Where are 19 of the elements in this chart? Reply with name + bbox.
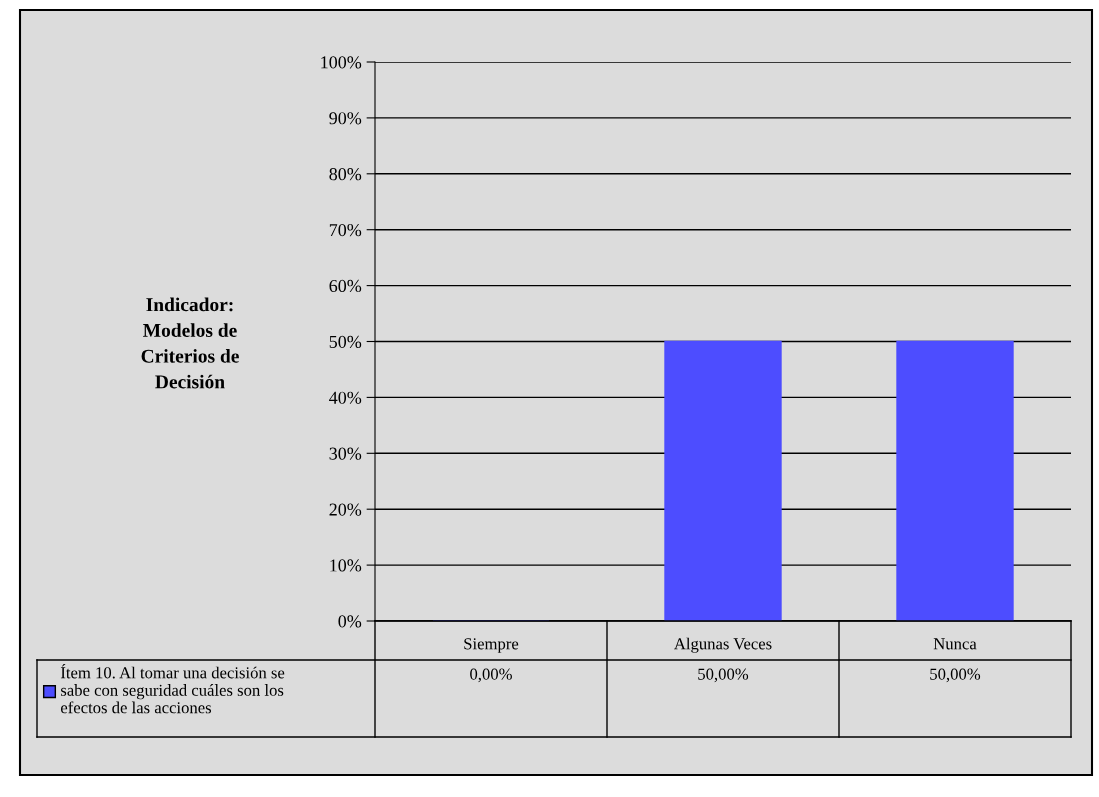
x-tick-label: Nunca (933, 638, 977, 650)
y-tick-label: 50% (329, 335, 362, 348)
x-tick-label: Algunas Veces (674, 637, 772, 653)
y-tick-label: 20% (329, 503, 362, 516)
y-tick-label: 0% (338, 615, 362, 628)
y-tick-label: 100% (321, 56, 362, 69)
data-label: 50,00% (698, 668, 749, 683)
y-tick-label: 70% (329, 223, 362, 237)
data-label: 0,00% (470, 668, 512, 683)
y-tick-label: 30% (329, 447, 362, 460)
y-axis-title: Indicador: Modelos de Criterios de Decisión (141, 297, 239, 389)
data-label: 50,00% (930, 668, 981, 683)
legend-label: Ítem 10. Al tomar una decisión se sabe con seguridad cuáles son los efectos de las acciones (60, 663, 285, 714)
x-tick-label: Siempre (464, 638, 519, 653)
y-tick-label: 80% (329, 168, 362, 181)
y-tick-label: 60% (329, 279, 362, 293)
y-tick-label: 90% (329, 112, 362, 125)
y-tick-label: 10% (330, 559, 362, 572)
y-tick-label: 40% (329, 391, 362, 404)
